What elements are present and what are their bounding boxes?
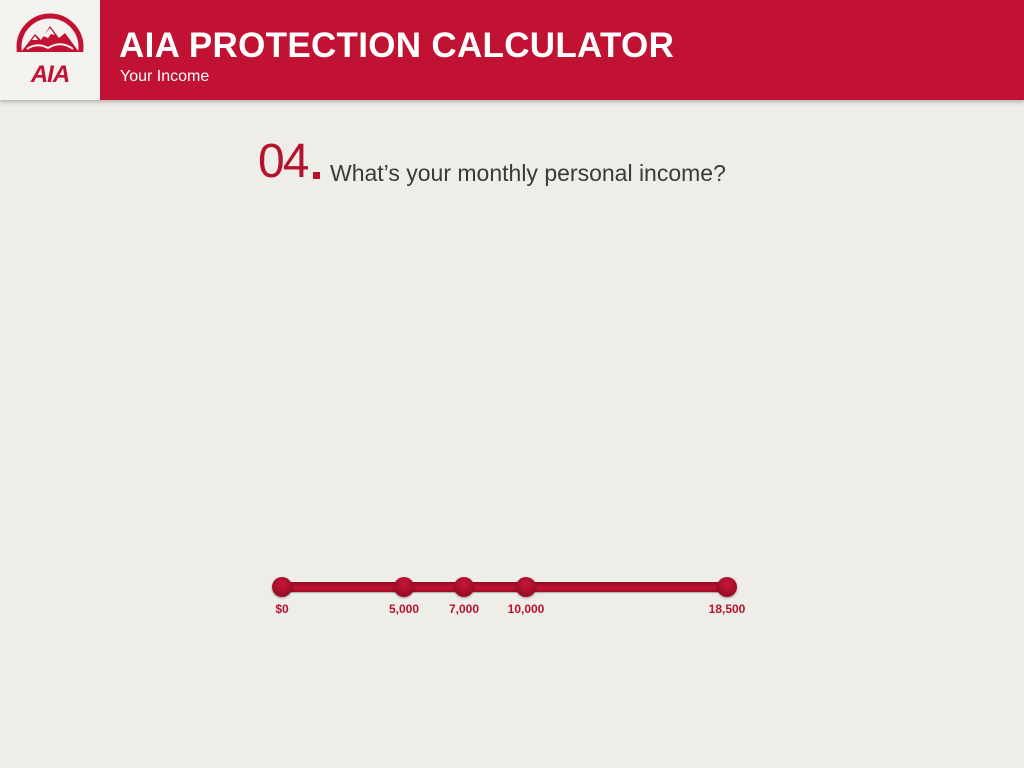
income-stop-4[interactable] — [717, 577, 737, 597]
income-stop-1[interactable] — [394, 577, 414, 597]
section-subtitle: Your Income — [120, 68, 210, 85]
income-stop-label: 5,000 — [388, 602, 420, 616]
income-stop-2[interactable] — [454, 577, 474, 597]
income-stop-3[interactable] — [516, 577, 536, 597]
income-stop-label: 10,000 — [507, 602, 545, 616]
income-stop-label: 18,500 — [708, 602, 746, 616]
svg-text:AIA: AIA — [30, 61, 69, 86]
aia-logo: AIA — [0, 0, 100, 100]
income-stop-label: 7,000 — [448, 602, 480, 616]
aia-logo-icon: AIA — [15, 13, 85, 86]
income-stop-0[interactable] — [272, 577, 292, 597]
income-slider[interactable]: $0 5,000 7,000 10,000 18,500 — [260, 570, 760, 630]
app-header: AIA AIA PROTECTION CALCULATOR Your Incom… — [0, 0, 1024, 100]
income-slider-track[interactable] — [282, 582, 727, 592]
question-number: 04 — [258, 135, 309, 188]
app-title: AIA PROTECTION CALCULATOR — [119, 26, 675, 65]
question-number-dot — [313, 172, 320, 179]
question-text: What’s your monthly personal income? — [330, 160, 726, 186]
income-stop-label: $0 — [275, 602, 289, 616]
